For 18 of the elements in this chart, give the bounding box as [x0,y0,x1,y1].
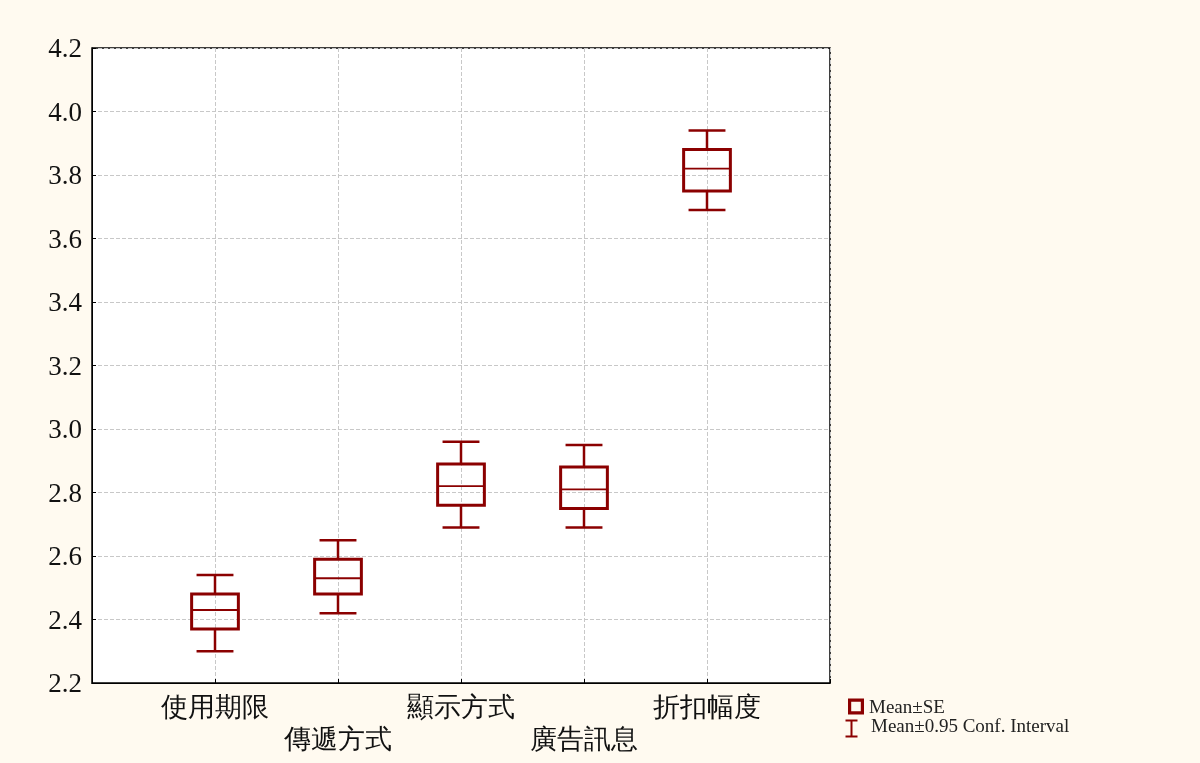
y-tick-label: 3.4 [48,287,83,317]
y-tick-label: 4.0 [48,96,82,127]
x-tick-label: 傳遞方式 [283,724,392,754]
y-tick-label: 3.0 [48,414,82,444]
y-tick-label: 3.8 [48,160,82,190]
y-tick-label: 2.4 [48,604,83,635]
x-tick-label: 顯示方式 [407,692,515,722]
x-tick-label: 使用期限 [161,692,269,722]
x-tick-label: 廣告訊息 [530,724,638,754]
y-tick-label: 3.6 [48,223,82,254]
y-tick-label: 3.2 [48,350,82,381]
y-tick-label: 4.2 [48,33,82,63]
y-tick-label: 2.8 [48,477,82,508]
legend-label: Mean±SE [869,696,945,717]
y-tick-label: 2.6 [48,541,82,571]
y-tick-label: 2.2 [48,668,82,698]
x-tick-label: 折扣幅度 [653,692,761,722]
text: Mean±0.95 Conf. Interval [871,715,1070,736]
